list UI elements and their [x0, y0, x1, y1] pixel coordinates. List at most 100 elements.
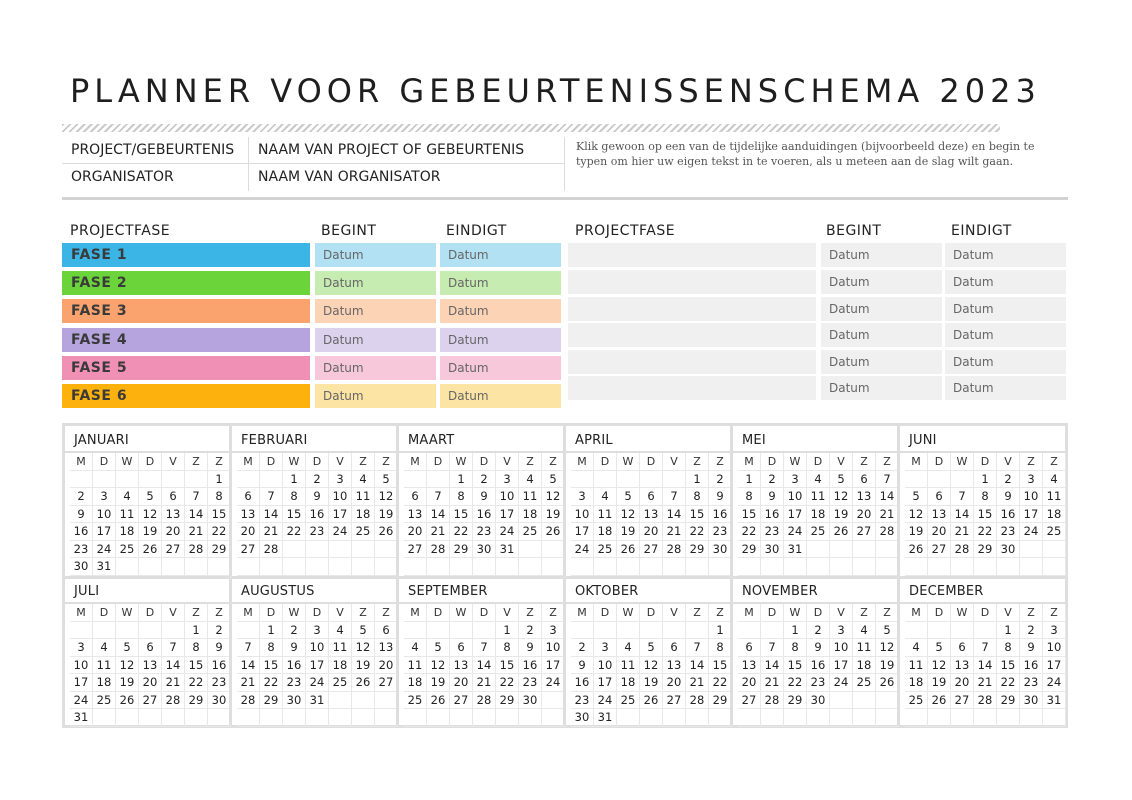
- day-cell: 17: [830, 656, 853, 674]
- phase-name-cell[interactable]: FASE 2: [62, 271, 310, 295]
- empty-day-cell: [876, 691, 899, 709]
- day-cell: 13: [162, 505, 185, 523]
- weekday-header: M: [404, 453, 427, 471]
- day-cell: 14: [876, 488, 899, 506]
- phase-end-date[interactable]: Datum: [945, 243, 1066, 267]
- month-name: APRIL: [566, 426, 732, 453]
- phase-name-cell[interactable]: [568, 350, 816, 374]
- weekday-header: Z: [352, 604, 375, 622]
- day-cell: 4: [617, 639, 640, 657]
- weekday-header: W: [617, 604, 640, 622]
- project-name-field[interactable]: NAAM VAN PROJECT OF GEBEURTENIS: [258, 142, 525, 158]
- day-cell: 2: [571, 639, 594, 657]
- empty-day-cell: [93, 621, 116, 639]
- empty-day-cell: [640, 621, 663, 639]
- phase-end-date[interactable]: Datum: [440, 328, 561, 352]
- phase-start-date[interactable]: Datum: [315, 299, 436, 323]
- phase-end-date[interactable]: Datum: [945, 270, 1066, 294]
- empty-day-cell: [496, 558, 519, 576]
- day-cell: 5: [617, 488, 640, 506]
- day-cell: 20: [853, 505, 876, 523]
- phase-end-date[interactable]: Datum: [440, 271, 561, 295]
- phase-start-date[interactable]: Datum: [821, 376, 942, 400]
- weekday-header: D: [928, 453, 951, 471]
- day-cell: 10: [784, 488, 807, 506]
- phase-name-cell[interactable]: FASE 1: [62, 243, 310, 267]
- day-cell: 18: [853, 656, 876, 674]
- weekday-header: Z: [352, 453, 375, 471]
- phase-name-cell[interactable]: [568, 323, 816, 347]
- day-cell: 21: [974, 674, 997, 692]
- phase-start-date[interactable]: Datum: [315, 271, 436, 295]
- day-cell: 3: [496, 470, 519, 488]
- phase-end-date[interactable]: Datum: [440, 356, 561, 380]
- day-cell: 26: [542, 523, 565, 541]
- day-cell: 3: [329, 470, 352, 488]
- phase-name-cell[interactable]: FASE 4: [62, 328, 310, 352]
- month-name: JANUARI: [65, 426, 231, 453]
- weekday-header: Z: [1043, 453, 1066, 471]
- day-cell: 7: [473, 639, 496, 657]
- empty-day-cell: [375, 691, 398, 709]
- phase-name-cell[interactable]: [568, 270, 816, 294]
- phase-name-cell[interactable]: FASE 6: [62, 384, 310, 408]
- day-cell: 2: [208, 621, 231, 639]
- phase-end-date[interactable]: Datum: [945, 297, 1066, 321]
- empty-day-cell: [784, 558, 807, 576]
- empty-day-cell: [1020, 558, 1043, 576]
- day-cell: 15: [997, 656, 1020, 674]
- day-cell: 29: [185, 691, 208, 709]
- day-cell: 5: [640, 639, 663, 657]
- empty-day-cell: [876, 558, 899, 576]
- phase-start-date[interactable]: Datum: [821, 297, 942, 321]
- phase-name-cell[interactable]: [568, 243, 816, 267]
- day-cell: 22: [496, 674, 519, 692]
- empty-day-cell: [571, 470, 594, 488]
- phase-end-date[interactable]: Datum: [945, 376, 1066, 400]
- phase-name-cell[interactable]: [568, 297, 816, 321]
- empty-day-cell: [853, 691, 876, 709]
- phase-end-date[interactable]: Datum: [440, 243, 561, 267]
- phase-start-date[interactable]: Datum: [821, 243, 942, 267]
- day-cell: 4: [853, 621, 876, 639]
- phase-name-cell[interactable]: FASE 5: [62, 356, 310, 380]
- month-day-grid: M D W D V Z Z 1 2 3 4 5 6 7 8 9 10 11 12 13 14 15 16 17 18 19 20 21…: [571, 453, 732, 576]
- phase-start-date[interactable]: Datum: [315, 384, 436, 408]
- day-cell: 12: [876, 639, 899, 657]
- day-cell: 22: [784, 674, 807, 692]
- day-cell: 6: [663, 639, 686, 657]
- day-cell: 4: [352, 470, 375, 488]
- phase-start-date[interactable]: Datum: [821, 323, 942, 347]
- empty-day-cell: [375, 709, 398, 727]
- day-cell: 21: [761, 674, 784, 692]
- day-cell: 23: [208, 674, 231, 692]
- day-cell: 1: [738, 470, 761, 488]
- day-cell: 26: [352, 674, 375, 692]
- empty-day-cell: [208, 709, 231, 727]
- empty-day-cell: [329, 709, 352, 727]
- empty-day-cell: [496, 709, 519, 727]
- organizer-name-field[interactable]: NAAM VAN ORGANISATOR: [258, 169, 441, 185]
- tip-text[interactable]: Klik gewoon op een van de tijdelijke aan…: [576, 140, 1035, 168]
- day-cell: 14: [185, 505, 208, 523]
- calendar-divider: [563, 426, 566, 725]
- phase-end-date[interactable]: Datum: [440, 299, 561, 323]
- phase-start-date[interactable]: Datum: [821, 270, 942, 294]
- phase-start-date[interactable]: Datum: [315, 356, 436, 380]
- phase-end-date[interactable]: Datum: [945, 350, 1066, 374]
- empty-day-cell: [93, 709, 116, 727]
- day-cell: 19: [830, 505, 853, 523]
- phase-start-date[interactable]: Datum: [315, 243, 436, 267]
- phase-start-date[interactable]: Datum: [821, 350, 942, 374]
- phase-name-cell[interactable]: [568, 376, 816, 400]
- weekday-header: V: [663, 453, 686, 471]
- day-cell: 14: [162, 656, 185, 674]
- phase-start-date[interactable]: Datum: [315, 328, 436, 352]
- phase-name-cell[interactable]: FASE 3: [62, 299, 310, 323]
- day-cell: 21: [185, 523, 208, 541]
- weekday-header: D: [594, 604, 617, 622]
- empty-day-cell: [663, 558, 686, 576]
- day-cell: 27: [663, 691, 686, 709]
- phase-end-date[interactable]: Datum: [945, 323, 1066, 347]
- phase-end-date[interactable]: Datum: [440, 384, 561, 408]
